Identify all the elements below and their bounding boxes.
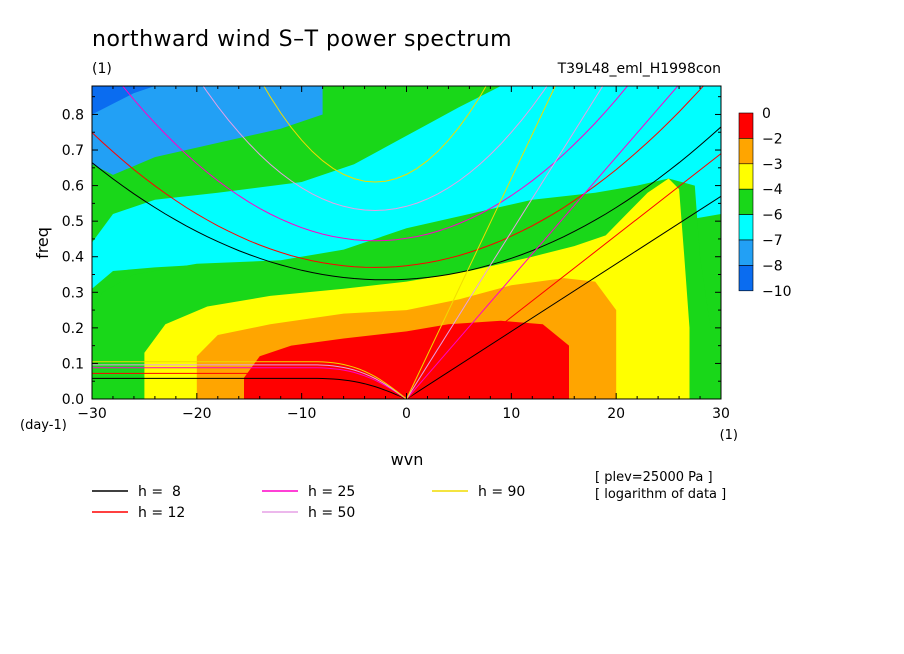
colorbar-swatch xyxy=(738,163,754,190)
legend-label: h = 12 xyxy=(138,505,185,521)
contour-bands xyxy=(92,86,721,399)
y-tick-label: 0.8 xyxy=(62,107,84,123)
kelvin-line-h50 xyxy=(406,86,604,399)
y-tick-label: 0.4 xyxy=(62,250,84,266)
y-tick-label: 0.7 xyxy=(62,143,84,159)
legend: h = 8 h = 12 h = 25 h = 50 h = 90 xyxy=(92,484,525,521)
y-axis-label: freq xyxy=(33,227,52,259)
colorbar-swatch xyxy=(738,138,754,165)
plot-area xyxy=(92,86,721,399)
band-darkblue xyxy=(92,86,155,115)
band-red xyxy=(244,320,569,399)
chart-title: northward wind S–T power spectrum xyxy=(92,27,512,52)
colorbar-swatch xyxy=(738,112,754,139)
legend-label: h = 50 xyxy=(308,505,355,521)
x-tick-label: −20 xyxy=(182,406,212,422)
rossby-curve-h12 xyxy=(92,372,407,399)
y-tick-label: 0.5 xyxy=(62,214,84,230)
band-blue xyxy=(92,86,323,175)
rossby-curve-h8 xyxy=(92,377,407,399)
y-unit-label: (day-1) xyxy=(20,418,67,433)
x-tick-label: 10 xyxy=(502,406,520,422)
y-tick-label: 0.2 xyxy=(62,321,84,337)
kelvin-line-h12 xyxy=(406,153,721,399)
colorbar-label: 0 xyxy=(762,106,771,122)
x-tick-label: 20 xyxy=(607,406,625,422)
annotation-plev: [ plev=25000 Pa ] xyxy=(595,470,713,485)
ig-curve-h50 xyxy=(202,86,548,212)
chart-subtitle-right: T39L48_eml_H1998con xyxy=(557,61,721,77)
kelvin-line-h25 xyxy=(406,86,679,399)
colorbar-label: −7 xyxy=(762,233,783,249)
colorbar-label: −4 xyxy=(762,182,783,198)
colorbar-swatch xyxy=(738,214,754,241)
colorbar-label: −8 xyxy=(762,258,783,274)
x-axis-label: wvn xyxy=(391,450,424,469)
kelvin-line-h90 xyxy=(406,86,556,399)
dispersion-curves xyxy=(92,86,721,399)
ig-curve-h90 xyxy=(263,86,487,183)
ig-curve-h8 xyxy=(92,126,721,281)
y-axis-ticks: 0.0 0.1 0.2 0.3 0.4 0.5 0.6 0.7 0.8 xyxy=(62,96,721,408)
colorbar-label: −6 xyxy=(762,208,783,224)
chart-subtitle-left: (1) xyxy=(92,61,112,77)
y-tick-label: 0.0 xyxy=(62,392,84,408)
colorbar-label: −10 xyxy=(762,284,792,300)
colorbar: 0 −2 −3 −4 −6 −7 −8 −10 xyxy=(738,106,792,300)
y-tick-label: 0.1 xyxy=(62,356,84,372)
legend-label: h = 90 xyxy=(478,484,525,500)
colorbar-swatch xyxy=(738,265,754,292)
rossby-curve-h50 xyxy=(92,364,407,399)
colorbar-swatch xyxy=(738,188,754,215)
x-axis-ticks: −30 −20 −10 0 10 20 30 xyxy=(77,86,730,422)
colorbar-label: −3 xyxy=(762,157,783,173)
x-unit-label: (1) xyxy=(720,428,738,443)
ig-curve-h25 xyxy=(121,86,629,242)
rossby-curve-h25 xyxy=(92,367,407,399)
rossby-curve-h90 xyxy=(92,361,407,399)
x-tick-label: −30 xyxy=(77,406,107,422)
x-tick-label: 30 xyxy=(712,406,730,422)
x-tick-label: 0 xyxy=(402,406,411,422)
kelvin-line-h8 xyxy=(406,195,721,399)
x-tick-label: −10 xyxy=(287,406,317,422)
band-cyan xyxy=(92,86,721,289)
y-tick-label: 0.6 xyxy=(62,179,84,195)
colorbar-swatch xyxy=(738,239,754,266)
legend-label: h = 25 xyxy=(308,484,355,500)
ig-curve-h12 xyxy=(92,86,704,268)
annotation-log: [ logarithm of data ] xyxy=(595,487,726,502)
legend-label: h = 8 xyxy=(138,484,181,500)
y-tick-label: 0.3 xyxy=(62,285,84,301)
colorbar-label: −2 xyxy=(762,131,783,147)
